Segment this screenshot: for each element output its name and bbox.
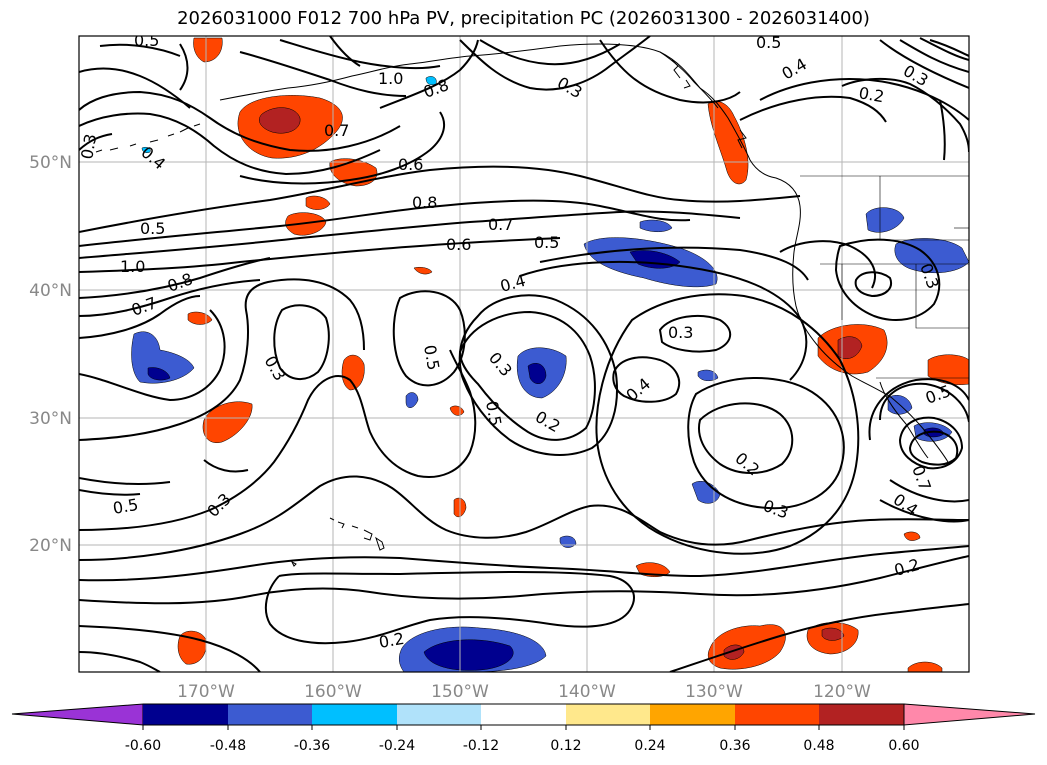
figure-title: 2026031000 F012 700 hPa PV, precipitatio…	[177, 8, 870, 29]
contour-label: 0.3	[77, 132, 100, 160]
colorbar-label: 0.24	[634, 738, 665, 754]
lon-label-130w: 130°W	[685, 682, 743, 702]
precip-area-5	[341, 354, 365, 391]
colorbar-label: -0.36	[294, 738, 330, 754]
contour-label: 0.7	[488, 215, 513, 234]
lon-label-170w: 170°W	[177, 682, 235, 702]
colorbar: -0.60 -0.48 -0.36 -0.24 -0.12 0.12 0.24 …	[11, 703, 1036, 754]
contour-label: 0.2	[857, 83, 885, 106]
lat-label-40n: 40°N	[29, 281, 72, 301]
colorbar-bin	[650, 704, 735, 725]
contour-label: 0.5	[420, 343, 443, 371]
coastlines	[95, 43, 949, 567]
coast-aleutian-islands	[95, 123, 201, 153]
contour-label: 1.0	[378, 69, 403, 88]
contour-label: 0.6	[398, 155, 423, 174]
precip-neg-1	[639, 219, 673, 232]
precip-area-9	[413, 266, 433, 275]
map-frame	[78, 35, 970, 673]
colorbar-label: 0.48	[803, 738, 834, 754]
coast-alaska	[219, 43, 701, 101]
colorbar-bin	[397, 704, 481, 725]
contour-label: 1.0	[120, 257, 145, 276]
colorbar-label: 0.36	[719, 738, 750, 754]
map-area: 0.5 0.3 1.0 0.8 0.7 0.6 0.8 0.7 0.6 0.5 …	[77, 31, 969, 672]
lon-label-120w: 120°W	[813, 682, 871, 702]
contour-label: 0.5	[482, 399, 505, 427]
colorbar-bin	[312, 704, 397, 725]
precip-neg-core-2	[527, 363, 547, 384]
coast-hawaii	[290, 517, 385, 567]
colorbar-bin	[735, 704, 819, 725]
contour-label: 0.5	[140, 219, 165, 238]
contour-label: 0.5	[111, 495, 139, 518]
pv-contours	[79, 36, 969, 672]
contour-label: 0.2	[377, 629, 405, 652]
colorbar-label: -0.24	[379, 738, 415, 754]
lon-label-150w: 150°W	[431, 682, 489, 702]
precip-area-11	[903, 531, 921, 541]
contour-label: 0.7	[324, 121, 349, 140]
precip-negative-areas	[131, 76, 969, 672]
precip-area-3	[305, 195, 331, 210]
coast-islands-1	[671, 59, 747, 149]
colorbar-bin	[143, 704, 228, 725]
precip-neg-8	[865, 207, 905, 233]
colorbar-label: -0.48	[210, 738, 246, 754]
colorbar-extend-under	[11, 703, 144, 726]
precip-neg-3	[131, 331, 195, 384]
colorbar-extend-over	[903, 703, 1036, 726]
lat-label-50n: 50°N	[29, 153, 72, 173]
colorbar-bin	[481, 704, 566, 725]
colorbar-label: -0.12	[463, 738, 499, 754]
precip-core-california	[837, 336, 863, 359]
colorbar-label: 0.60	[888, 738, 919, 754]
precip-neg-6	[405, 392, 419, 408]
contour-label: 0.5	[534, 233, 559, 252]
precip-area-12	[907, 661, 943, 672]
lon-label-140w: 140°W	[558, 682, 616, 702]
precip-neg-core-3	[147, 367, 171, 381]
precip-neg-14	[141, 146, 151, 154]
coast-bc	[699, 87, 949, 463]
gridlines	[79, 36, 969, 672]
contour-label: 0.6	[446, 235, 471, 254]
colorbar-label: -0.60	[125, 738, 161, 754]
contour-label: 0.3	[668, 323, 693, 342]
lat-label-20n: 20°N	[29, 536, 72, 556]
contour-label: 0.8	[412, 193, 437, 212]
colorbar-ticks	[142, 725, 905, 730]
colorbar-labels: -0.60 -0.48 -0.36 -0.24 -0.12 0.12 0.24 …	[125, 738, 920, 754]
precip-neg-core-7	[423, 639, 514, 671]
contour-label: 0.5	[134, 31, 159, 50]
precip-neg-5	[697, 369, 719, 381]
longitude-labels: 170°W 160°W 150°W 140°W 130°W 120°W	[177, 682, 871, 702]
coast-baja	[879, 381, 929, 459]
contour-label: 0.5	[756, 33, 781, 52]
lon-label-160w: 160°W	[304, 682, 362, 702]
precip-core-gulf-alaska	[259, 107, 301, 134]
lat-label-30n: 30°N	[29, 409, 72, 429]
colorbar-bin	[228, 704, 312, 725]
coast-alaska-panhandle	[659, 51, 719, 109]
colorbar-bin	[566, 704, 650, 725]
colorbar-label: 0.12	[550, 738, 581, 754]
precip-area-aleutian	[193, 37, 223, 63]
latitude-labels: 50°N 40°N 30°N 20°N	[29, 153, 72, 556]
colorbar-bin	[819, 704, 904, 725]
precip-core-se2	[821, 627, 845, 641]
precip-area-coast-bc	[707, 101, 749, 185]
